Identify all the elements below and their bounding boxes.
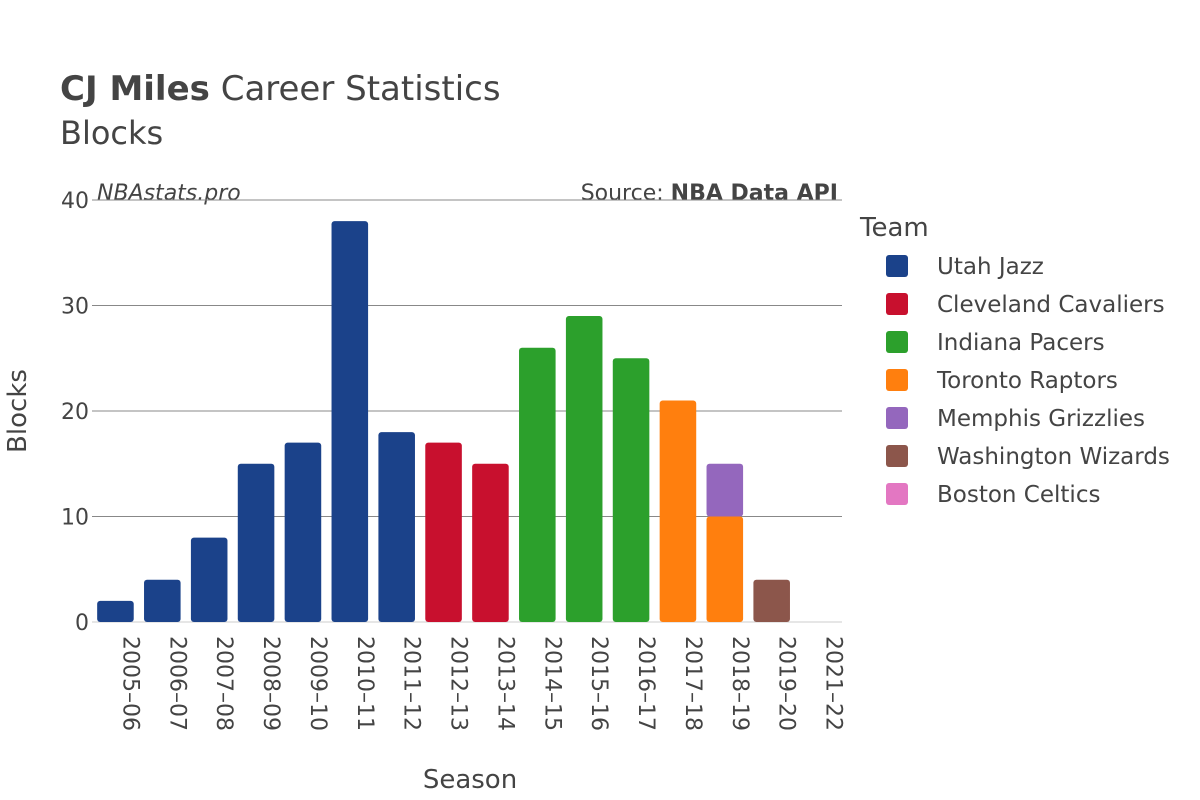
bar-segment — [612, 358, 650, 622]
x-tick-label: 2016–17 — [633, 636, 658, 731]
x-axis-ticks: 2005–06 2006–07 2007–08 2008–09 2009–10 2010–… — [117, 636, 845, 731]
bar-segment — [97, 600, 134, 622]
title-player-name: CJ Miles — [60, 69, 210, 109]
bar-segment — [237, 463, 275, 622]
y-tick-label: 30 — [61, 295, 89, 320]
watermark: NBAstats.pro — [97, 181, 241, 206]
source-credit: Source: NBA Data API — [581, 181, 838, 206]
legend-label: Cleveland Cavaliers — [937, 292, 1165, 318]
x-tick-label: 2017–18 — [680, 636, 705, 731]
legend-swatch — [886, 445, 908, 467]
x-axis-title: Season — [423, 765, 517, 795]
y-axis-ticks: 0 10 20 30 40 — [61, 189, 89, 636]
x-tick-label: 2010–11 — [352, 636, 377, 731]
legend-swatch — [886, 293, 908, 315]
bar-segment — [659, 400, 697, 622]
legend-label: Utah Jazz — [937, 254, 1044, 280]
bar-segment — [190, 537, 228, 622]
bar-segment — [284, 442, 322, 622]
x-tick-label: 2021–22 — [821, 636, 846, 731]
x-tick-label: 2013–14 — [492, 636, 517, 731]
chart-subtitle: Blocks — [60, 114, 163, 152]
x-tick-label: 2005–06 — [117, 636, 142, 731]
legend-swatch — [886, 369, 908, 391]
bar-segment — [378, 432, 415, 622]
legend-label: Boston Celtics — [937, 482, 1100, 508]
x-tick-label: 2015–16 — [586, 636, 611, 731]
legend-label: Indiana Pacers — [937, 330, 1105, 356]
bar-segment — [706, 463, 744, 517]
x-tick-label: 2011–12 — [399, 636, 424, 731]
source-name: NBA Data API — [671, 181, 838, 206]
bar-segment — [519, 347, 556, 622]
bar-segment — [565, 316, 603, 622]
bar-segment — [753, 579, 790, 622]
legend-label: Toronto Raptors — [936, 368, 1118, 394]
legend-title: Team — [859, 213, 929, 243]
title-suffix: Career Statistics — [210, 69, 501, 109]
legend-label: Washington Wizards — [937, 444, 1170, 470]
x-tick-label: 2014–15 — [539, 636, 564, 731]
bar-segment — [706, 516, 744, 622]
legend-label: Memphis Grizzlies — [937, 406, 1145, 432]
chart-title: CJ Miles Career Statistics — [60, 69, 501, 109]
x-tick-label: 2012–13 — [446, 636, 471, 731]
x-tick-label: 2007–08 — [211, 636, 236, 731]
legend-swatch — [886, 255, 908, 277]
y-tick-label: 20 — [61, 400, 89, 425]
bar-segment — [331, 221, 369, 622]
x-tick-label: 2019–20 — [774, 636, 799, 731]
x-tick-label: 2008–09 — [258, 636, 283, 731]
legend-swatch — [886, 483, 908, 505]
legend: Utah Jazz Cleveland Cavaliers Indiana Pace… — [886, 254, 1170, 508]
bar-segment — [472, 463, 509, 622]
y-tick-label: 10 — [61, 506, 89, 531]
source-prefix: Source: — [581, 181, 671, 206]
legend-swatch — [886, 331, 908, 353]
x-tick-label: 2009–10 — [305, 636, 330, 731]
legend-swatch — [886, 407, 908, 429]
x-tick-label: 2018–19 — [727, 636, 752, 731]
y-tick-label: 0 — [75, 611, 89, 636]
bar-segment — [425, 442, 462, 622]
y-tick-label: 40 — [61, 189, 89, 214]
y-axis-title: Blocks — [3, 369, 33, 453]
bar-segment — [144, 579, 181, 622]
bars — [97, 221, 790, 622]
x-tick-label: 2006–07 — [164, 636, 189, 731]
